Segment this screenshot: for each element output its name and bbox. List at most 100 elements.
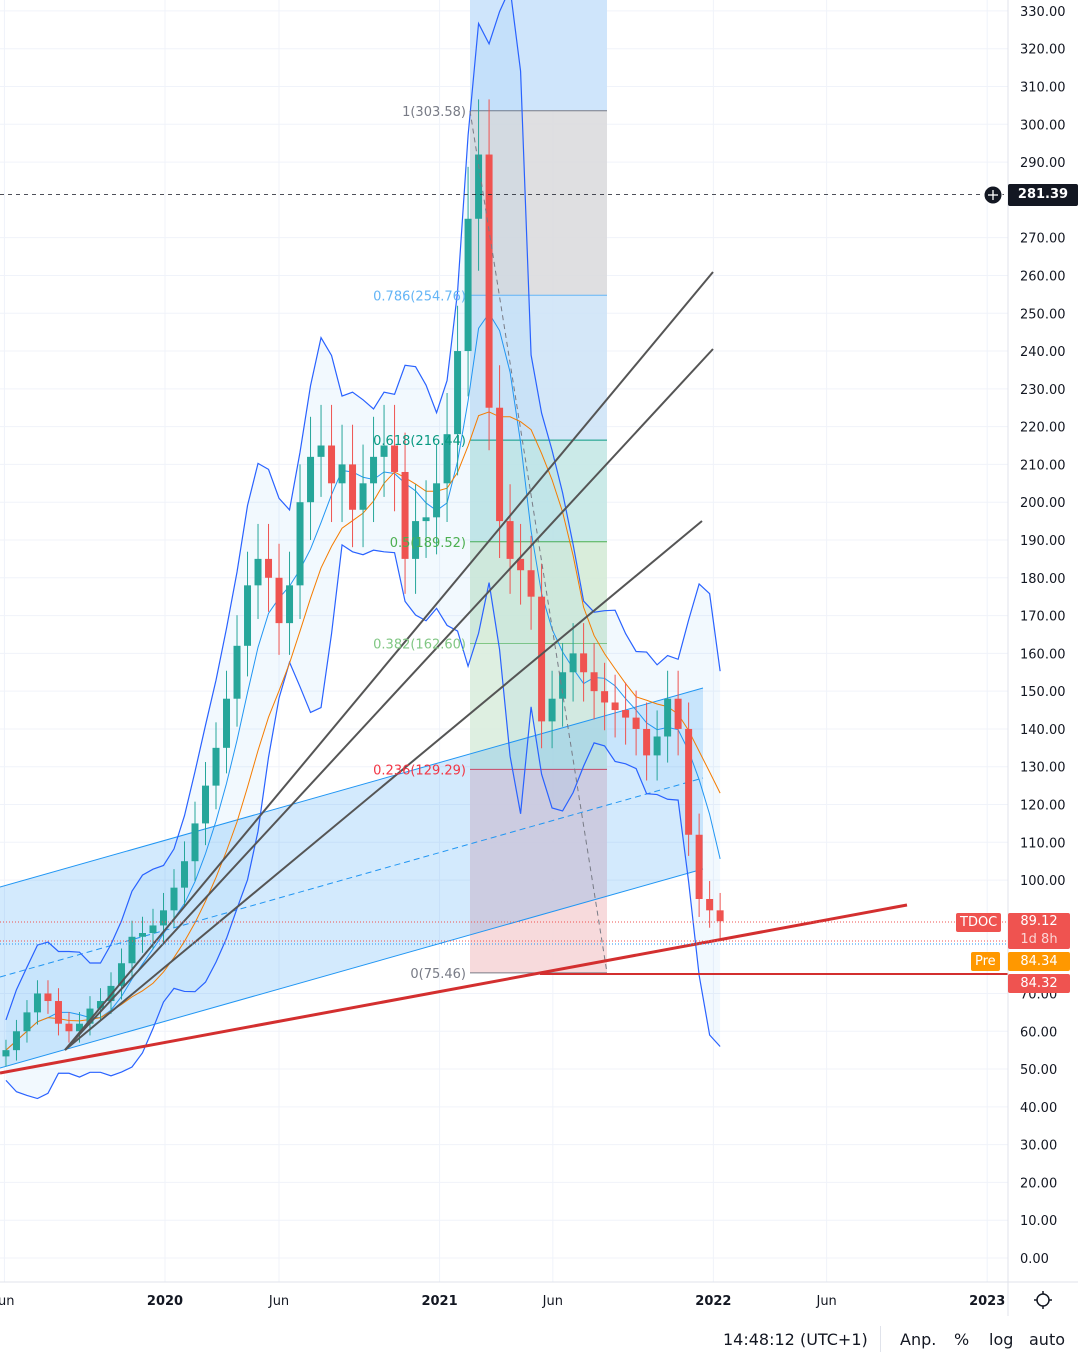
candle-body [664,698,672,737]
bottom-toolbar: 14:48:12 (UTC+1) Anp. % log auto [0,1316,1078,1364]
candle-body [265,558,273,578]
price-tick-label: 190.00 [1020,534,1066,549]
fan-line [64,271,714,1051]
candle-body [685,728,693,835]
countdown: 1d 8h [1020,932,1058,947]
candle-body [117,963,125,986]
candle-body [538,596,546,722]
candle-body [716,910,724,922]
price-tick-label: 130.00 [1020,761,1066,776]
candle-body [149,925,157,934]
candle-body [454,351,462,435]
price-tick-label: 240.00 [1020,345,1066,360]
candle-body [433,483,441,518]
candle-body [674,698,682,729]
fib-level-label: 1(303.58) [402,105,466,120]
candle-body [391,445,399,472]
fib-trend-line [469,110,608,973]
candle-body [2,1050,10,1057]
candle-body [212,747,220,786]
price-tick-label: 320.00 [1020,43,1066,58]
candle-body [580,653,588,673]
candle-body [601,691,609,703]
candles [2,99,724,1067]
price-tick-label: 150.00 [1020,685,1066,700]
candle-body [191,823,199,862]
candle-body [569,653,577,673]
price-tick-label: 250.00 [1020,307,1066,322]
crosshair-price-label: 281.39 [1008,184,1078,206]
log-button[interactable]: log [989,1330,1014,1349]
time-tick-label: un [0,1294,14,1309]
plus-circle-icon[interactable] [983,185,1003,205]
line-price-label: 84.32 [1008,974,1070,993]
fib-extension-area [470,0,607,111]
price-tick-label: 220.00 [1020,421,1066,436]
fan-line [64,348,714,1051]
price-tick-label: 290.00 [1020,156,1066,171]
time-tick-label: 2020 [147,1294,183,1309]
candle-body [307,456,315,503]
candle-body [170,887,178,911]
price-tick-label: 230.00 [1020,383,1066,398]
gear-icon[interactable] [1034,1291,1052,1309]
candle-body [86,1008,94,1024]
candle-body [54,1001,62,1024]
candle-body [527,570,535,597]
candle-body [611,702,619,711]
price-tick-label: 160.00 [1020,647,1066,662]
candle-body [233,645,241,699]
price-chart[interactable]: 1(303.58) 0.786(254.76) 0.618(216.44) 0.5(1… [0,0,1078,1316]
candle-body [559,672,567,699]
price-tick-label: 40.00 [1020,1101,1057,1116]
price-tick-label: 210.00 [1020,458,1066,473]
candle-body [590,672,598,692]
auto-button[interactable]: auto [1029,1330,1066,1349]
candle-body [517,558,525,571]
drawings[interactable] [0,110,1008,1075]
candle-body [275,577,283,624]
fib-level-label: 0.5(189.52) [390,536,466,551]
price-axis[interactable]: 330.00 320.00 310.00 300.00 290.00 270.00 260.… [1020,5,1066,1267]
candle-body [159,910,167,926]
candle-body [223,698,231,748]
candle-body [359,483,367,510]
fib-level-label: 0.236(129.29) [373,763,466,778]
time-tick-label: Jun [268,1294,289,1309]
channel-lower [0,868,704,1069]
time-axis[interactable]: un 2020 Jun 2021 Jun 2022 Jun 2023 [0,1294,1005,1309]
candle-body [349,464,357,510]
candle-body [422,517,430,522]
price-tick-label: 50.00 [1020,1063,1057,1078]
price-tick-label: 110.00 [1020,836,1066,851]
fib-level-label: 0(75.46) [410,967,466,982]
candle-body [632,717,640,729]
candle-body [328,445,336,484]
fib-zone [470,769,607,973]
upper-band [5,0,721,1021]
time-tick-label: 2022 [695,1294,731,1309]
percent-button[interactable]: % [954,1330,970,1349]
adjust-button[interactable]: Anp. [900,1330,937,1349]
candle-body [65,1023,73,1032]
candle-body [44,993,52,1002]
lower-band [5,543,721,1100]
symbol-tag: TDOC [956,913,1002,932]
price-tick-label: 10.00 [1020,1214,1057,1229]
fib-level-label: 0.786(254.76) [373,289,466,304]
candle-body [643,728,651,756]
price-tick-label: 310.00 [1020,81,1066,96]
price-tick-label: 200.00 [1020,496,1066,511]
channel-upper [0,687,704,888]
divider [880,1326,881,1352]
last-price: 89.12 [1020,914,1058,929]
price-tick-label: 330.00 [1020,5,1066,20]
candle-body [485,154,493,408]
pre-tag: Pre [971,952,1000,971]
last-price-label: 89.12 1d 8h [1008,913,1070,949]
candle-body [653,736,661,756]
candle-body [33,993,41,1013]
pre-price-label: 84.34 [1008,952,1070,971]
clock[interactable]: 14:48:12 (UTC+1) [723,1330,868,1349]
candle-body [202,785,210,824]
